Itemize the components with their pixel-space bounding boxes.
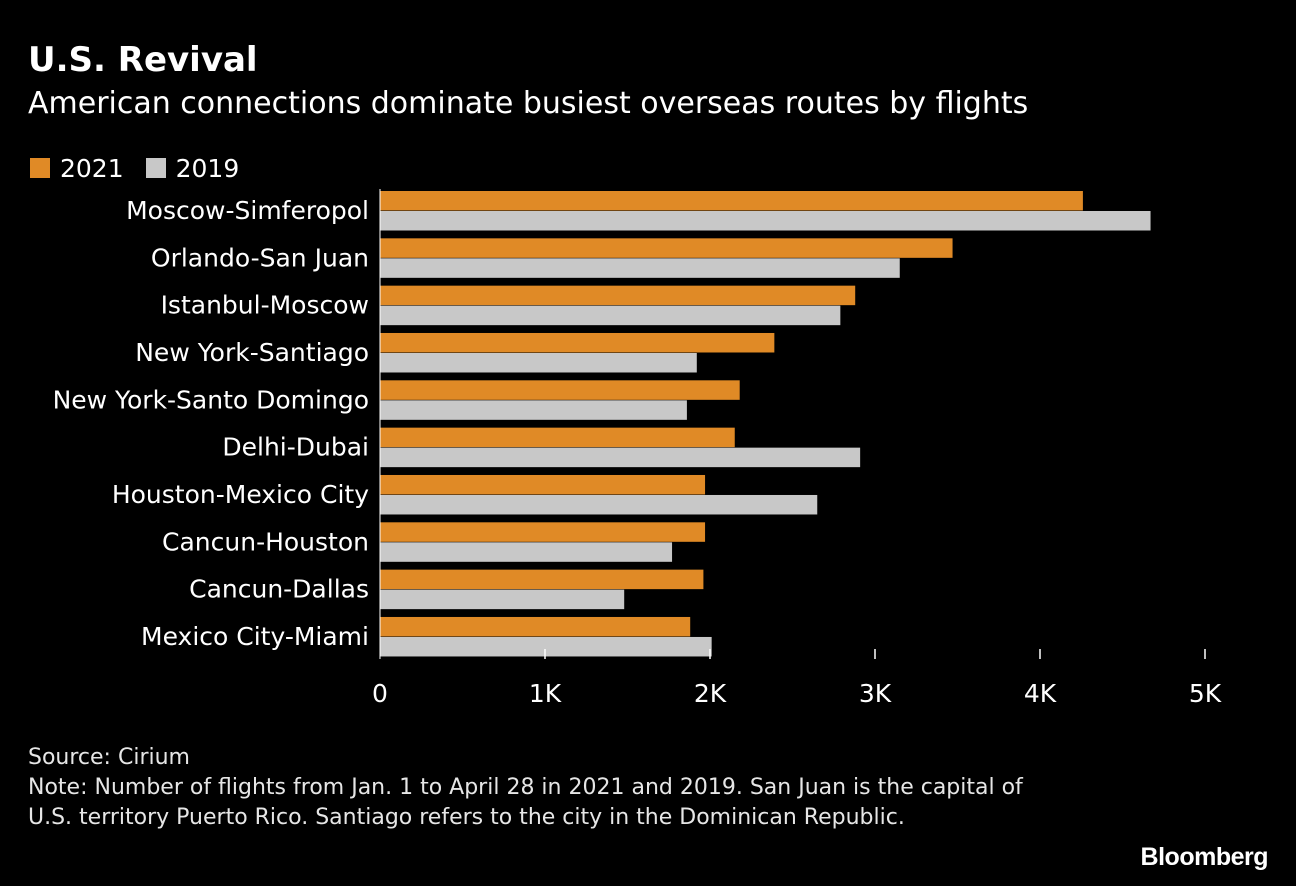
bar-2019-delhi-dubai	[380, 447, 861, 468]
legend-label-2021: 2021	[60, 153, 124, 183]
chart-subtitle: American connections dominate busiest ov…	[28, 86, 1029, 121]
legend: 2021 2019	[30, 152, 261, 184]
bar-2021-new-york-santiago	[380, 332, 775, 353]
category-label-new-york-santiago: New York-Santiago	[135, 338, 369, 367]
x-tick-label-2K: 2K	[694, 679, 727, 708]
bar-2019-cancun-dallas	[380, 589, 625, 610]
category-label-houston-mexico-city: Houston-Mexico City	[112, 480, 369, 509]
legend-swatch-2019	[145, 158, 166, 178]
bar-chart: Moscow-Simferopol Orlando-San Juan Istanbu…	[53, 189, 1222, 708]
bar-2021-new-york-santo-domingo	[380, 380, 740, 400]
category-label-new-york-santo-domingo: New York-Santo Domingo	[53, 385, 369, 414]
x-tick-label-3K: 3K	[859, 679, 892, 708]
note-text: Note: Number of flights from Jan. 1 to A…	[28, 775, 1023, 830]
bar-2021-cancun-houston	[380, 522, 706, 542]
legend-label-2019: 2019	[175, 153, 240, 183]
bar-2019-moscow-simferopol	[380, 211, 1151, 231]
legend-item-2019: 2019	[145, 153, 240, 183]
bar-2021-houston-mexico-city	[380, 474, 706, 495]
x-tick-label-4K: 4K	[1024, 679, 1057, 708]
category-label-cancun-dallas: Cancun-Dallas	[189, 575, 369, 604]
bar-2019-mexico-city-miami	[380, 636, 712, 657]
bar-2019-new-york-santo-domingo	[380, 400, 687, 420]
x-tick-label-5K: 5K	[1189, 679, 1222, 708]
category-label-orlando-san-juan: Orlando-San Juan	[151, 243, 369, 272]
category-label-moscow-simferopol: Moscow-Simferopol	[126, 196, 369, 225]
legend-swatch-2021	[30, 158, 50, 178]
bar-2021-cancun-dallas	[380, 569, 704, 590]
legend-item-2021: 2021	[30, 154, 124, 183]
category-label-istanbul-moscow: Istanbul-Moscow	[161, 291, 369, 320]
bar-2021-orlando-san-juan	[380, 238, 953, 258]
bar-2019-istanbul-moscow	[380, 305, 841, 326]
category-label-mexico-city-miami: Mexico City-Miami	[141, 622, 369, 651]
bar-2021-mexico-city-miami	[380, 616, 691, 637]
x-tick-label-0: 0	[372, 679, 388, 708]
source-text: Source: Cirium	[28, 745, 190, 770]
x-tick-label-1K: 1K	[529, 679, 562, 708]
category-label-cancun-houston: Cancun-Houston	[162, 527, 369, 556]
bar-2021-moscow-simferopol	[380, 191, 1083, 211]
bar-2021-istanbul-moscow	[380, 285, 856, 306]
category-label-delhi-dubai: Delhi-Dubai	[222, 433, 369, 462]
bar-2019-orlando-san-juan	[380, 258, 900, 278]
chart-title: U.S. Revival	[28, 40, 258, 80]
bar-2019-houston-mexico-city	[380, 494, 818, 515]
bar-2019-cancun-houston	[380, 542, 673, 562]
bloomberg-logo: Bloomberg	[1140, 843, 1269, 871]
bar-2019-new-york-santiago	[380, 352, 697, 373]
bar-2021-delhi-dubai	[380, 427, 735, 448]
footer: Source: Cirium Note: Number of flights f…	[28, 743, 1068, 833]
